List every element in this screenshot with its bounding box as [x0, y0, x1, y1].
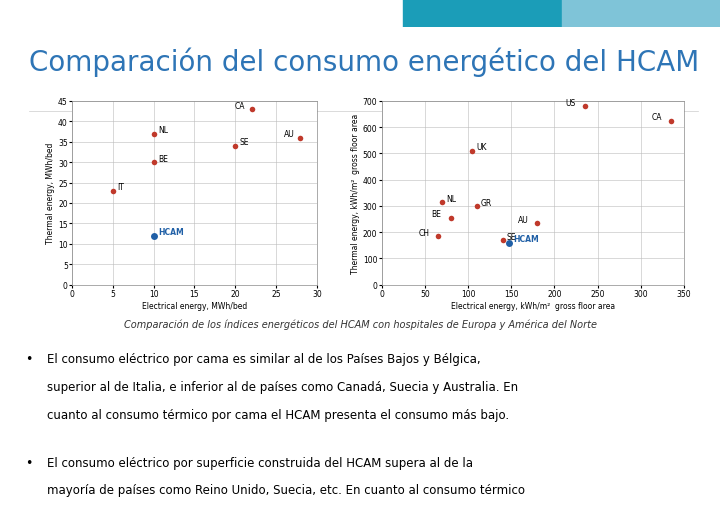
Text: CA: CA	[652, 113, 662, 122]
Text: US: US	[565, 99, 575, 107]
Bar	[403, 0, 562, 28]
X-axis label: Electrical energy, MWh/bed: Electrical energy, MWh/bed	[142, 301, 247, 310]
Text: HCAM: HCAM	[513, 235, 539, 244]
Text: HCAM: HCAM	[158, 228, 184, 237]
Text: AU: AU	[518, 215, 528, 224]
Text: superior al de Italia, e inferior al de países como Canadá, Suecia y Australia. : superior al de Italia, e inferior al de …	[47, 381, 518, 393]
Text: El consumo eléctrico por superficie construida del HCAM supera al de la: El consumo eléctrico por superficie cons…	[47, 456, 473, 469]
Text: mayoría de países como Reino Unido, Suecia, etc. En cuanto al consumo térmico: mayoría de países como Reino Unido, Suec…	[47, 484, 525, 496]
Bar	[562, 0, 720, 28]
Text: BE: BE	[158, 155, 168, 163]
Text: Comparación del consumo energético del HCAM: Comparación del consumo energético del H…	[29, 47, 699, 77]
Text: CH: CH	[418, 228, 429, 237]
Text: •: •	[25, 456, 32, 469]
Text: AU: AU	[284, 130, 294, 139]
Text: SE: SE	[507, 232, 516, 241]
Y-axis label: Thermal energy, MWh/bed: Thermal energy, MWh/bed	[46, 143, 55, 244]
Text: El consumo eléctrico por cama es similar al de los Países Bajos y Bélgica,: El consumo eléctrico por cama es similar…	[47, 353, 480, 365]
Text: BE: BE	[431, 210, 441, 219]
Text: cuanto al consumo térmico por cama el HCAM presenta el consumo más bajo.: cuanto al consumo térmico por cama el HC…	[47, 408, 509, 421]
X-axis label: Electrical energy, kWh/m²  gross floor area: Electrical energy, kWh/m² gross floor ar…	[451, 301, 615, 310]
Text: UK: UK	[477, 143, 487, 152]
Text: CA: CA	[235, 102, 246, 110]
Text: NL: NL	[446, 194, 456, 203]
Text: GR: GR	[481, 198, 492, 207]
Text: NL: NL	[158, 126, 168, 135]
Text: IT: IT	[117, 183, 124, 192]
Text: SE: SE	[239, 138, 249, 147]
Y-axis label: Thermal energy, kWh/m²  gross floor area: Thermal energy, kWh/m² gross floor area	[351, 114, 360, 273]
Text: Comparación de los índices energéticos del HCAM con hospitales de Europa y Améri: Comparación de los índices energéticos d…	[124, 319, 596, 329]
Text: •: •	[25, 353, 32, 365]
